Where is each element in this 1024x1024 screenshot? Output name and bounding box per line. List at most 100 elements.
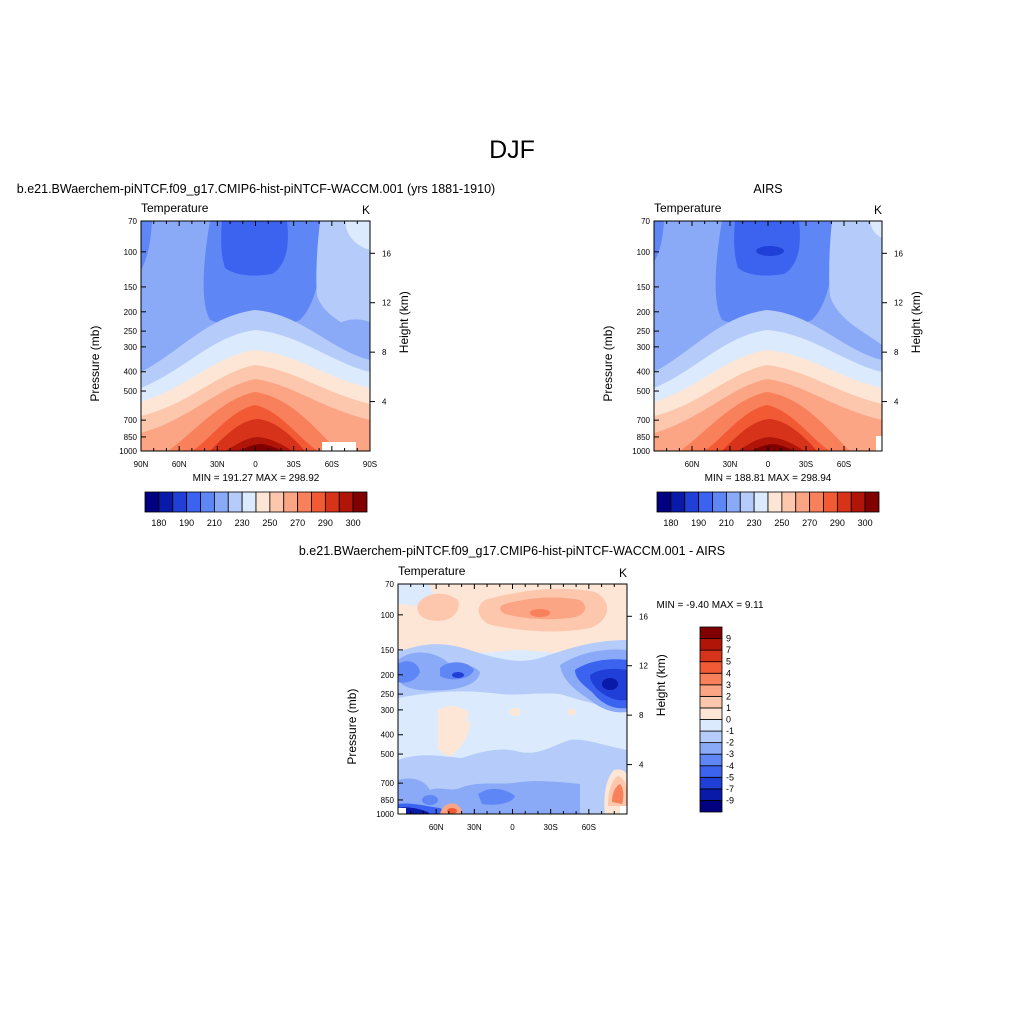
y-tick-label: 250 — [637, 327, 651, 336]
height-tick-label: 12 — [382, 299, 391, 308]
colorbar-label: -1 — [726, 726, 734, 736]
colorbar-label: 1 — [726, 703, 731, 713]
x-tick-label: 90S — [363, 460, 377, 469]
y-tick-label: 300 — [124, 343, 138, 352]
y-tick-label: 400 — [124, 368, 138, 377]
colorbar-swatch — [781, 491, 797, 513]
colorbar-swatch — [699, 649, 723, 663]
x-tick-label: 60S — [837, 460, 851, 469]
colorbar-swatch — [809, 491, 824, 513]
colorbar-swatch — [297, 491, 312, 513]
units-label: K — [362, 203, 370, 217]
colorbar-label: 180 — [151, 518, 166, 528]
variable-label: Temperature — [141, 201, 209, 215]
colorbar-label: -7 — [726, 784, 734, 794]
panel-obs: AIRS Temperature K — [601, 182, 923, 528]
colorbar-label: 250 — [262, 518, 277, 528]
colorbar-swatch — [823, 491, 838, 513]
y-tick-label: 200 — [637, 308, 651, 317]
height-tick-label: 4 — [894, 398, 899, 407]
contour-field — [398, 584, 627, 814]
colorbar-label: -5 — [726, 772, 734, 782]
colorbar-swatch — [850, 491, 866, 513]
y-tick-label: 250 — [381, 690, 395, 699]
colorbar-swatch — [699, 742, 723, 755]
colorbar-swatch — [684, 491, 700, 513]
colorbar-swatch — [739, 491, 755, 513]
y-tick-label: 150 — [124, 283, 138, 292]
colorbar-label: 230 — [235, 518, 250, 528]
colorbar-label: -9 — [726, 795, 734, 805]
y-tick-label: 70 — [128, 217, 137, 226]
panel-title: b.e21.BWaerchem-piNTCF.f09_g17.CMIP6-his… — [17, 182, 495, 196]
colorbar-swatch — [698, 491, 713, 513]
colorbar-swatch — [753, 491, 769, 513]
y-tick-label: 500 — [381, 750, 395, 759]
y-tick-label: 70 — [641, 217, 650, 226]
y-tick-label: 300 — [637, 343, 651, 352]
colorbar-swatch — [311, 491, 326, 513]
colorbar-label: 5 — [726, 657, 731, 667]
y-tick-label: 1000 — [632, 447, 650, 456]
colorbar-swatch — [699, 638, 723, 651]
colorbar-swatch — [158, 491, 174, 513]
colorbar-label: 3 — [726, 680, 731, 690]
colorbar-swatch — [324, 491, 340, 513]
colorbar: 180 190 210 230 250 270 290 300 — [144, 491, 368, 528]
units-label: K — [874, 203, 882, 217]
colorbar-swatch — [699, 788, 723, 801]
variable-label: Temperature — [398, 564, 466, 578]
x-tick-label: 60S — [325, 460, 339, 469]
colorbar-swatch — [712, 491, 727, 513]
colorbar-swatch — [269, 491, 285, 513]
y-axis-label: Pressure (mb) — [601, 326, 615, 402]
colorbar-swatch — [699, 730, 723, 744]
colorbar-label: 190 — [691, 518, 706, 528]
colorbar-label: 210 — [207, 518, 222, 528]
y-tick-label: 700 — [637, 416, 651, 425]
x-tick-label: 30N — [467, 823, 482, 832]
colorbar-swatch — [699, 672, 723, 686]
x-tick-label: 30N — [210, 460, 225, 469]
x-tick-label: 30S — [799, 460, 813, 469]
colorbar-swatch — [699, 695, 723, 709]
y-tick-label: 850 — [381, 796, 395, 805]
panel-diff: b.e21.BWaerchem-piNTCF.f09_g17.CMIP6-his… — [299, 544, 764, 832]
y-tick-label: 200 — [124, 308, 138, 317]
y-axis-label: Pressure (mb) — [88, 326, 102, 402]
y-tick-label: 500 — [637, 387, 651, 396]
y-tick-label: 200 — [381, 671, 395, 680]
colorbar-swatch — [338, 491, 354, 513]
colorbar-swatch — [213, 491, 229, 513]
colorbar-swatch — [656, 491, 672, 513]
colorbar-swatch — [699, 800, 723, 813]
colorbar-swatch — [241, 491, 257, 513]
y-tick-label: 400 — [381, 731, 395, 740]
colorbar-label: 290 — [318, 518, 333, 528]
colorbar-swatch — [864, 491, 880, 513]
x-tick-label: 30S — [287, 460, 301, 469]
colorbar-swatch — [699, 753, 723, 767]
y-axis-label-right: Height (km) — [397, 291, 411, 353]
x-tick-label: 60S — [582, 823, 596, 832]
axes: 70 100 150 200 250 300 400 500 700 850 1000 4 8 12 16 6… — [345, 580, 668, 832]
y-tick-label: 150 — [637, 283, 651, 292]
x-tick-label: 0 — [253, 460, 258, 469]
colorbar-swatch — [186, 491, 201, 513]
y-tick-label: 300 — [381, 706, 395, 715]
units-label: K — [619, 566, 627, 580]
colorbar-label: 250 — [774, 518, 789, 528]
colorbar: 180 190 210 230 250 270 290 300 — [656, 491, 880, 528]
colorbar-swatch — [725, 491, 741, 513]
x-tick-label: 30N — [723, 460, 738, 469]
colorbar-swatch — [699, 707, 723, 720]
colorbar: 97 54 32 1 0-1 -2-3 -4-5 -7-9 — [699, 626, 734, 813]
colorbar-label: 9 — [726, 634, 731, 644]
y-tick-label: 70 — [385, 580, 394, 589]
colorbar-label: 2 — [726, 691, 731, 701]
x-tick-label: 0 — [766, 460, 771, 469]
colorbar-label: 270 — [290, 518, 305, 528]
colorbar-swatch — [699, 626, 723, 639]
colorbar-label: 0 — [726, 715, 731, 725]
